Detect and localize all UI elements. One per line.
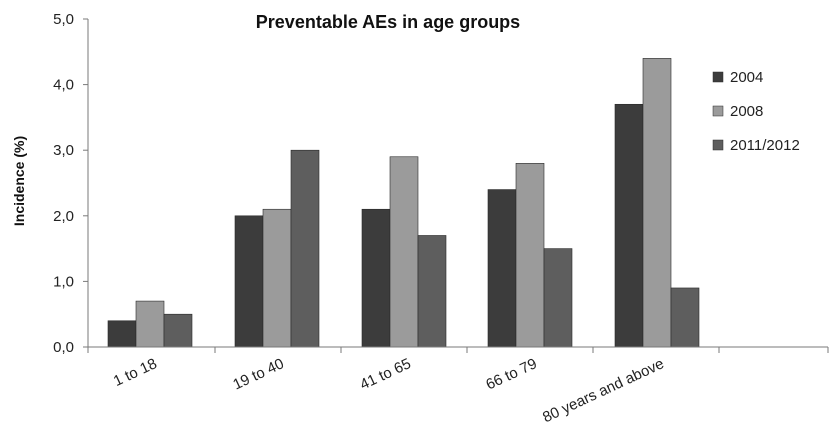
bar — [135, 300, 165, 348]
x-tick-label: 19 to 40 — [230, 355, 286, 393]
y-tick-label: 1,0 — [53, 273, 74, 290]
y-tick-label: 3,0 — [53, 142, 74, 159]
y-axis: 0,0 1,0 2,0 3,0 4,0 5,0 — [53, 11, 89, 356]
y-tick-label: 0,0 — [53, 339, 74, 356]
x-tick-label: 66 to 79 — [483, 355, 539, 393]
legend-swatch — [712, 71, 724, 83]
y-tick-label: 4,0 — [53, 77, 74, 94]
y-tick-label: 2,0 — [53, 208, 74, 225]
bar — [290, 149, 320, 348]
bar — [389, 156, 419, 348]
legend-swatch — [712, 105, 724, 117]
bar — [670, 287, 700, 348]
bar — [642, 58, 672, 348]
y-tick-label: 5,0 — [53, 11, 74, 28]
bar — [262, 208, 292, 348]
x-tick-label: 80 years and above — [540, 355, 667, 426]
bar — [614, 103, 644, 348]
bar — [163, 313, 193, 348]
legend-label: 2008 — [730, 103, 763, 120]
bar — [543, 248, 573, 348]
legend-label: 2004 — [730, 69, 763, 86]
y-axis-label: Incidence (%) — [11, 136, 27, 226]
bar — [107, 320, 137, 348]
legend-label: 2011/2012 — [730, 137, 800, 154]
bar — [361, 208, 391, 348]
legend: 2004 2008 2011/2012 — [712, 69, 800, 154]
chart-title: Preventable AEs in age groups — [256, 12, 520, 32]
bar — [234, 215, 264, 348]
legend-swatch — [712, 139, 724, 151]
bar — [417, 235, 447, 348]
bars — [107, 58, 700, 348]
bar — [487, 189, 517, 348]
x-axis: 1 to 18 19 to 40 41 to 65 66 to 79 80 years … — [87, 346, 829, 426]
bar — [515, 163, 545, 348]
x-tick-label: 41 to 65 — [357, 355, 413, 393]
x-tick-label: 1 to 18 — [111, 355, 160, 390]
